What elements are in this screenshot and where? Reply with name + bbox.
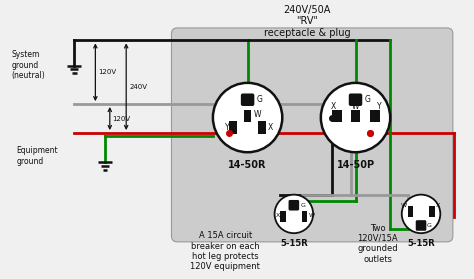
Circle shape [321,83,390,152]
Bar [280,211,286,222]
FancyBboxPatch shape [416,220,426,231]
Circle shape [274,195,313,233]
Bar [332,110,342,122]
Bar [301,211,307,222]
Text: System
ground
(neutral): System ground (neutral) [11,50,46,80]
Text: A 15A circuit
breaker on each
hot leg protects
120V equipment: A 15A circuit breaker on each hot leg pr… [191,231,260,271]
Bar [244,110,251,122]
Bar [258,121,266,134]
Bar [351,110,360,122]
FancyBboxPatch shape [289,200,299,211]
Text: G: G [427,223,432,228]
Text: Two
120V/15A
grounded
outlets: Two 120V/15A grounded outlets [357,223,398,264]
Text: G: G [256,95,262,104]
Text: 14-50P: 14-50P [337,160,374,170]
FancyBboxPatch shape [349,93,362,106]
Bar [429,206,435,217]
Text: 120V: 120V [113,116,131,122]
Text: 5-15R: 5-15R [280,239,308,248]
FancyBboxPatch shape [172,28,453,242]
Text: 240V: 240V [129,84,147,90]
Text: Y: Y [377,102,382,111]
Text: X: X [268,123,273,132]
Text: 5-15R: 5-15R [407,239,435,248]
Bar [370,110,380,122]
Text: X: X [275,213,280,218]
Text: W: W [401,203,407,208]
Text: 14-50R: 14-50R [228,160,267,170]
Text: W: W [308,213,314,218]
FancyBboxPatch shape [241,93,255,106]
Circle shape [213,83,283,152]
Text: W: W [352,102,359,111]
Text: W: W [254,110,261,119]
Text: 240V/50A
"RV"
receptacle & plug: 240V/50A "RV" receptacle & plug [264,5,351,38]
Text: Equipment
ground: Equipment ground [16,146,58,166]
Text: X: X [436,203,440,208]
Text: G: G [301,203,305,208]
Bar [408,206,413,217]
Text: X: X [330,102,336,111]
Bar [229,121,237,134]
Text: Y: Y [226,123,230,132]
Text: 120V: 120V [98,69,117,75]
Text: G: G [364,95,370,104]
Circle shape [402,195,440,233]
